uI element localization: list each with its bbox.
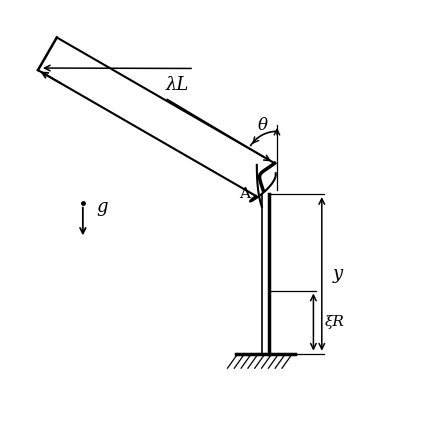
Text: g: g [96,198,108,216]
Text: θ: θ [257,116,267,133]
Text: ξR: ξR [325,315,344,329]
Text: A: A [239,187,250,201]
Text: y: y [333,265,343,283]
Text: λL: λL [165,76,189,94]
